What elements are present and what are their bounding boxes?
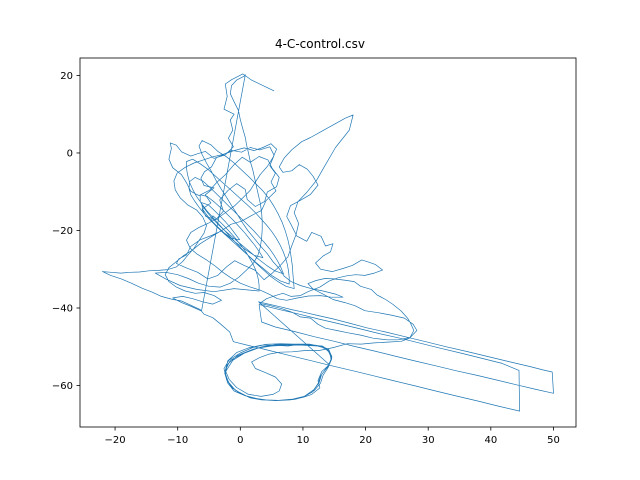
y-tick-label: −60	[52, 381, 73, 392]
x-axis: −20 −10 0 10 20 30 40 50	[105, 427, 560, 446]
chart-title: 4-C-control.csv	[275, 37, 365, 51]
x-tick-label: −10	[167, 435, 188, 446]
series-line-0	[102, 73, 554, 412]
plot-frame	[79, 57, 577, 428]
y-tick-label: 0	[67, 148, 73, 159]
y-tick-label: −40	[52, 304, 73, 315]
x-tick-label: −20	[105, 435, 126, 446]
y-tick-label: −20	[52, 226, 73, 237]
x-tick-label: 20	[359, 435, 372, 446]
y-tick-label: 20	[60, 71, 73, 82]
x-tick-label: 50	[547, 435, 560, 446]
x-tick-label: 0	[237, 435, 243, 446]
plot-layer	[102, 73, 554, 412]
x-tick-label: 40	[484, 435, 497, 446]
x-tick-label: 30	[422, 435, 435, 446]
x-tick-label: 10	[297, 435, 310, 446]
y-axis: −60 −40 −20 0 20	[52, 71, 80, 392]
